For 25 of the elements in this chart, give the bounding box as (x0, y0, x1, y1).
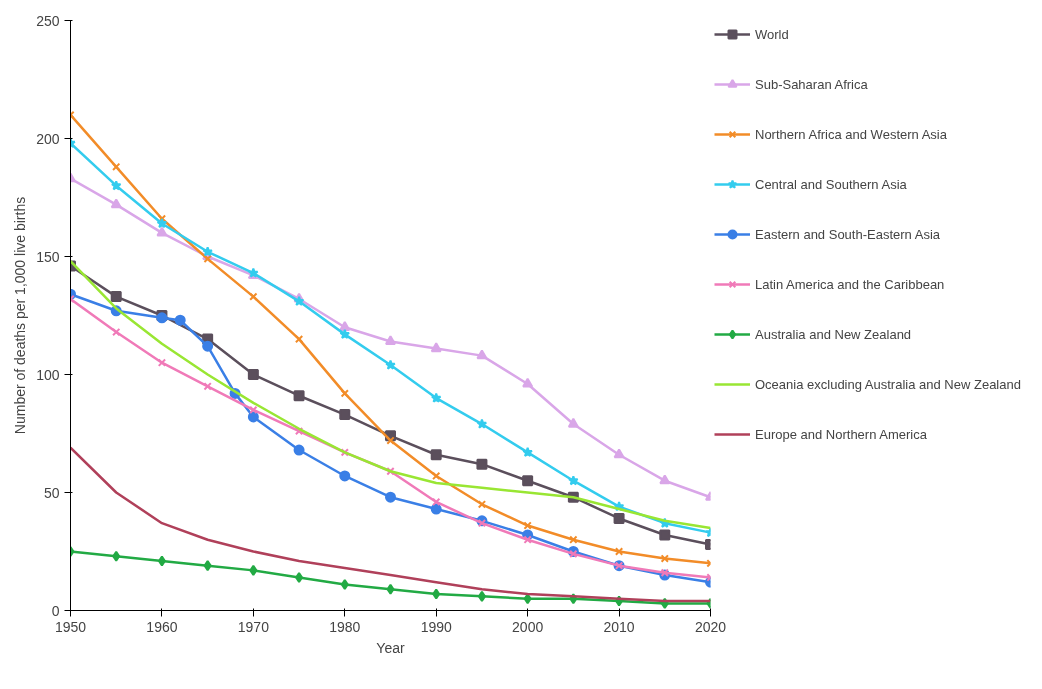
y-axis-title: Number of deaths per 1,000 live births (12, 196, 29, 435)
x-tick-label: 2010 (603, 618, 635, 635)
legend-label: Europe and Northern America (755, 426, 927, 442)
legend-label: Northern Africa and Western Asia (755, 126, 947, 142)
x-tick-label: 1980 (329, 618, 361, 635)
legend-label: Eastern and South-Eastern Asia (755, 226, 941, 242)
y-tick-label: 100 (36, 366, 60, 383)
x-tick-label: 1960 (146, 618, 178, 635)
legend-label: Sub-Saharan Africa (755, 76, 868, 92)
y-tick-label: 150 (36, 248, 60, 265)
y-tick-label: 50 (43, 484, 60, 501)
legend-label: World (755, 26, 789, 42)
x-tick-label: 1950 (54, 618, 87, 635)
legend-label: Oceania excluding Australia and New Zealand (755, 376, 1021, 392)
y-tick-label: 200 (36, 130, 60, 147)
x-tick-label: 1990 (420, 618, 452, 635)
x-tick-label: 2000 (512, 618, 544, 635)
x-tick-label: 2020 (694, 618, 727, 635)
legend-label: Australia and New Zealand (755, 326, 912, 342)
x-axis-title: Year (376, 639, 405, 656)
y-tick-label: 250 (36, 12, 60, 29)
x-tick-label: 1970 (237, 618, 270, 635)
y-tick-label: 0 (51, 602, 60, 619)
legend-label: Central and Southern Asia (755, 176, 907, 192)
legend-label: Latin America and the Caribbean (755, 276, 945, 292)
